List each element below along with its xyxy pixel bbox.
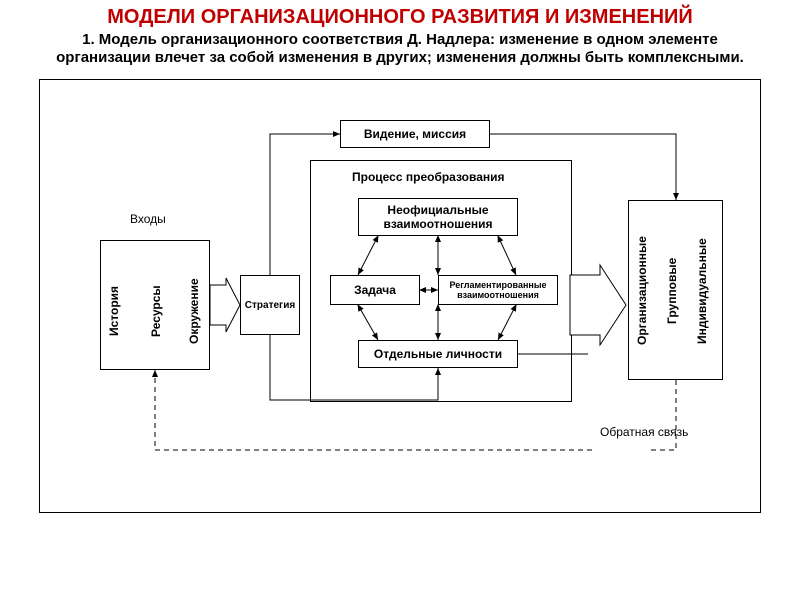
diagram-arrows bbox=[40, 80, 760, 512]
page-title: МОДЕЛИ ОРГАНИЗАЦИОННОГО РАЗВИТИЯ И ИЗМЕН… bbox=[0, 0, 800, 29]
diagram-canvas: Входы История Ресурсы Окружение Стратеги… bbox=[39, 79, 761, 513]
page-subtitle: 1. Модель организационного соответствия … bbox=[0, 29, 800, 73]
